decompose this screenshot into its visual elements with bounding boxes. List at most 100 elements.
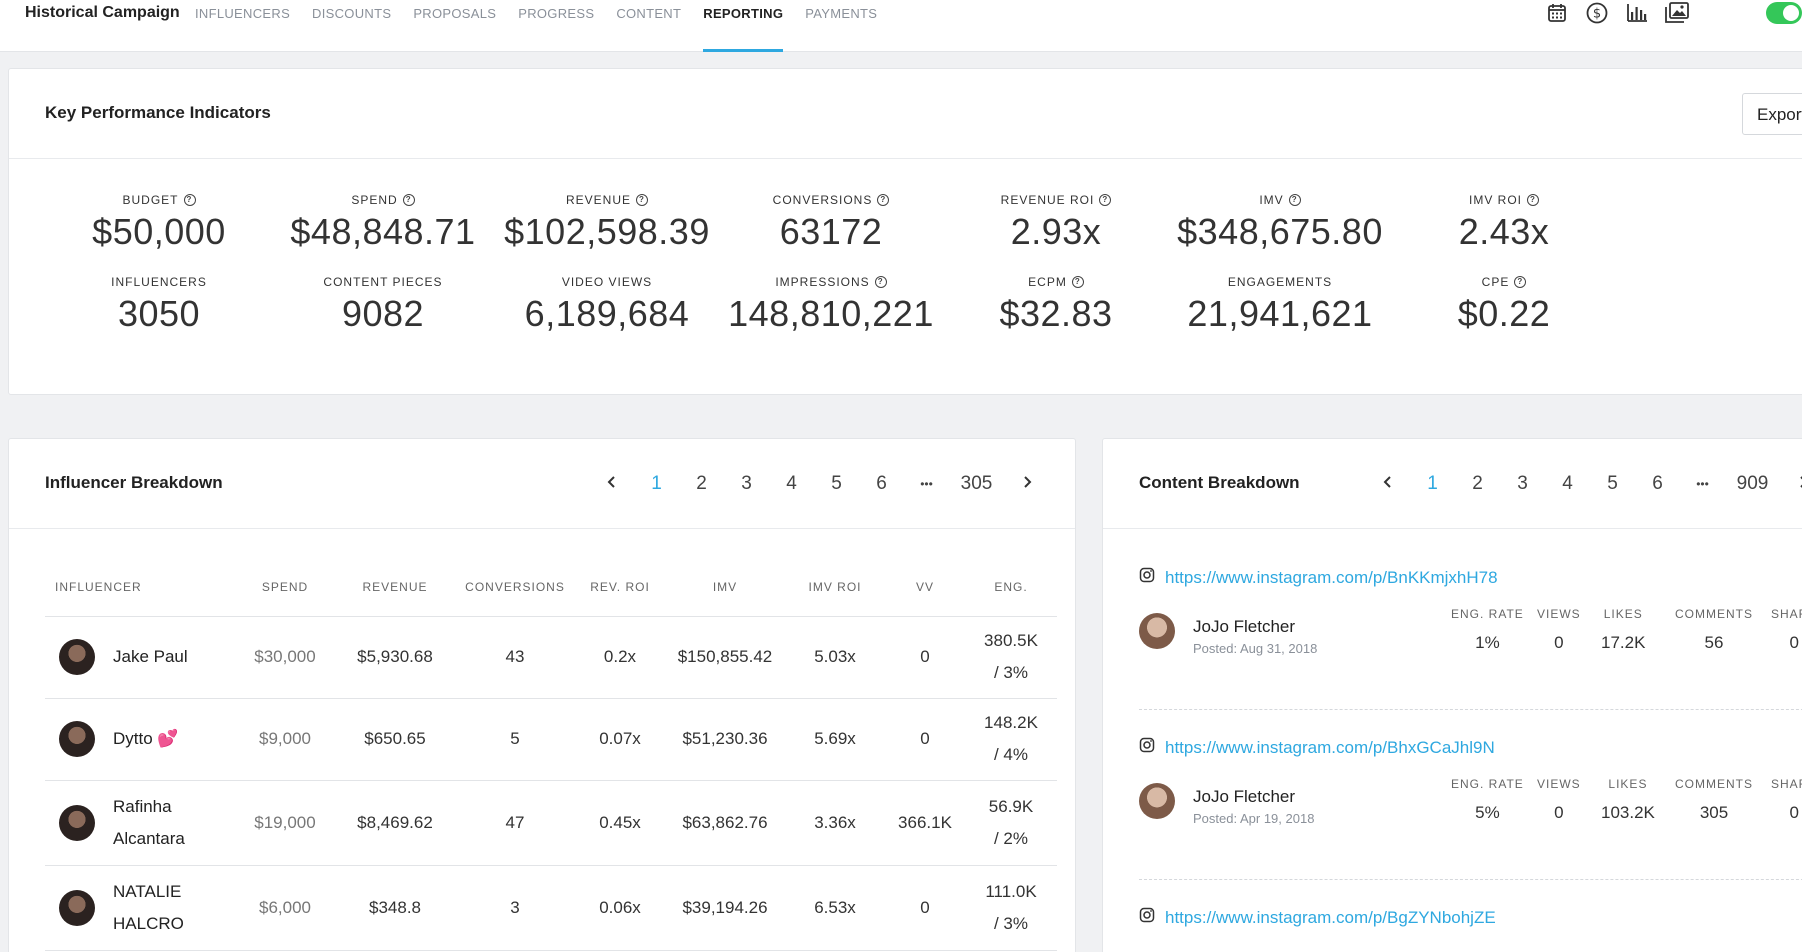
divider: [1139, 879, 1802, 880]
page-last[interactable]: 305: [960, 473, 993, 494]
campaign-toggle[interactable]: [1766, 2, 1802, 24]
tab-progress[interactable]: PROGRESS: [518, 6, 595, 21]
page-2[interactable]: 2: [696, 473, 707, 494]
dollar-icon[interactable]: $: [1584, 0, 1610, 26]
table-row[interactable]: NATALIE HALCRO $6,000 $348.8 3 0.06x $39,194.…: [45, 865, 1057, 951]
column-header-rev-roi[interactable]: REV. ROI: [575, 559, 665, 617]
tab-proposals[interactable]: PROPOSALS: [413, 6, 497, 21]
page-3[interactable]: 3: [741, 473, 752, 494]
influencer-name[interactable]: NATALIE HALCRO: [113, 881, 184, 933]
help-icon[interactable]: ?: [636, 194, 648, 206]
posted-date: Posted: Aug 31, 2018: [1193, 641, 1318, 656]
column-header-vv[interactable]: VV: [885, 559, 965, 617]
influencer-name-wrap: Dytto 💕: [59, 721, 235, 757]
kpi-label: INFLUENCERS: [29, 275, 289, 289]
influencer-table: INFLUENCER SPEND REVENUE CONVERSIONS REV. RO…: [45, 559, 1057, 951]
chevron-left-icon[interactable]: [589, 473, 634, 495]
stat-value: 5%: [1475, 803, 1500, 822]
influencer-name[interactable]: Rafinha Alcantara: [113, 796, 185, 848]
help-icon[interactable]: ?: [1288, 194, 1301, 206]
table-row[interactable]: Dytto 💕 $9,000 $650.65 5 0.07x $51,230.36 5.69…: [45, 698, 1057, 781]
influencer-breakdown-card: Influencer Breakdown 1 2 3 4 5 6 ••• 305 INFLUE…: [8, 438, 1076, 952]
help-icon[interactable]: ?: [874, 276, 887, 288]
cell-imv: $63,862.76: [665, 780, 785, 866]
cell-imv: $150,855.42: [665, 616, 785, 699]
column-header-imv[interactable]: IMV: [665, 559, 785, 617]
kpi-label-text: CONVERSIONS: [772, 193, 873, 207]
kpi-label: REVENUE?: [477, 193, 737, 207]
kpi-label: VIDEO VIEWS: [477, 275, 737, 289]
tab-discounts[interactable]: DISCOUNTS: [312, 6, 392, 21]
content-author[interactable]: JoJo Fletcher: [1193, 617, 1296, 636]
tab-payments[interactable]: PAYMENTS: [805, 6, 878, 21]
chevron-right-icon[interactable]: [1004, 473, 1049, 495]
chevron-left-icon[interactable]: [1365, 473, 1410, 495]
stat-label: SHARE: [1771, 777, 1802, 791]
eng-percent: / 4%: [993, 745, 1029, 764]
cell-conversions: 3: [455, 865, 575, 951]
table-row[interactable]: Rafinha Alcantara $19,000 $8,469.62 47 0.45x…: [45, 780, 1057, 866]
page-2[interactable]: 2: [1472, 473, 1483, 494]
cell-conversions: 43: [455, 616, 575, 699]
pagination-ellipsis[interactable]: •••: [1696, 477, 1709, 491]
page-last[interactable]: 909: [1736, 473, 1769, 494]
calendar-icon[interactable]: [1544, 0, 1570, 26]
content-author[interactable]: JoJo Fletcher: [1193, 787, 1296, 806]
column-header-eng-[interactable]: ENG.: [965, 559, 1057, 617]
influencer-name-wrap: NATALIE HALCRO: [59, 876, 235, 940]
kpi-label-text: INFLUENCERS: [111, 275, 207, 289]
content-url-link[interactable]: https://www.instagram.com/p/BhxGCaJhl9N: [1165, 737, 1495, 757]
help-icon[interactable]: ?: [1514, 276, 1527, 288]
column-header-spend[interactable]: SPEND: [235, 559, 335, 617]
stat-value: 0: [1789, 803, 1799, 822]
content-url-link[interactable]: https://www.instagram.com/p/BgZYNbohjZE: [1165, 907, 1496, 927]
help-icon[interactable]: ?: [1527, 194, 1539, 206]
influencer-cell[interactable]: Dytto 💕: [45, 698, 235, 781]
eng-value: 56.9K: [988, 796, 1034, 816]
influencer-name[interactable]: Jake Paul: [113, 647, 188, 666]
image-gallery-icon[interactable]: [1664, 0, 1690, 26]
page-3[interactable]: 3: [1517, 473, 1528, 494]
cell-vv: 366.1K: [885, 780, 965, 866]
influencer-cell[interactable]: Rafinha Alcantara: [45, 780, 235, 866]
column-header-conversions[interactable]: CONVERSIONS: [455, 559, 575, 617]
tab-influencers[interactable]: INFLUENCERS: [195, 6, 291, 21]
help-icon[interactable]: ?: [877, 194, 890, 206]
kpi-label-text: SPEND: [351, 193, 398, 207]
page-1[interactable]: 1: [651, 473, 662, 494]
instagram-icon: [1139, 737, 1155, 758]
column-header-revenue[interactable]: REVENUE: [335, 559, 455, 617]
cell-imv-roi: 6.53x: [785, 865, 885, 951]
pagination-ellipsis[interactable]: •••: [920, 477, 933, 491]
page-5[interactable]: 5: [1607, 473, 1618, 494]
kpi-spend: SPEND? $48,848.71: [253, 193, 513, 253]
help-icon[interactable]: ?: [402, 194, 415, 206]
tab-reporting[interactable]: REPORTING: [703, 0, 784, 52]
content-item: https://www.instagram.com/p/BgZYNbohjZE: [1139, 907, 1802, 928]
page-6[interactable]: 6: [876, 473, 887, 494]
content-url-link[interactable]: https://www.instagram.com/p/BnKKmjxhH78: [1165, 567, 1498, 587]
bar-chart-icon[interactable]: [1624, 0, 1650, 26]
page-5[interactable]: 5: [831, 473, 842, 494]
chevron-right-icon[interactable]: [1780, 473, 1802, 495]
help-icon[interactable]: ?: [183, 194, 196, 206]
influencer-cell[interactable]: NATALIE HALCRO: [45, 865, 235, 951]
cell-imv-roi: 3.36x: [785, 780, 885, 866]
influencer-cell[interactable]: Jake Paul: [45, 616, 235, 699]
tab-content[interactable]: CONTENT: [616, 6, 682, 21]
avatar: [59, 639, 95, 675]
help-icon[interactable]: ?: [1099, 194, 1112, 206]
column-header-imv-roi[interactable]: IMV ROI: [785, 559, 885, 617]
help-icon[interactable]: ?: [1071, 276, 1084, 288]
page-4[interactable]: 4: [1562, 473, 1573, 494]
stat-label: LIKES: [1608, 777, 1648, 791]
influencer-name[interactable]: Dytto 💕: [113, 729, 179, 748]
kpi-label: BUDGET?: [29, 193, 289, 207]
column-header-influencer[interactable]: INFLUENCER: [45, 559, 235, 617]
page-6[interactable]: 6: [1652, 473, 1663, 494]
page-1[interactable]: 1: [1427, 473, 1438, 494]
table-row[interactable]: Jake Paul $30,000 $5,930.68 43 0.2x $150,855.…: [45, 616, 1057, 699]
cell-spend: $19,000: [235, 780, 335, 866]
page-4[interactable]: 4: [786, 473, 797, 494]
export-button[interactable]: Export: [1742, 93, 1802, 135]
